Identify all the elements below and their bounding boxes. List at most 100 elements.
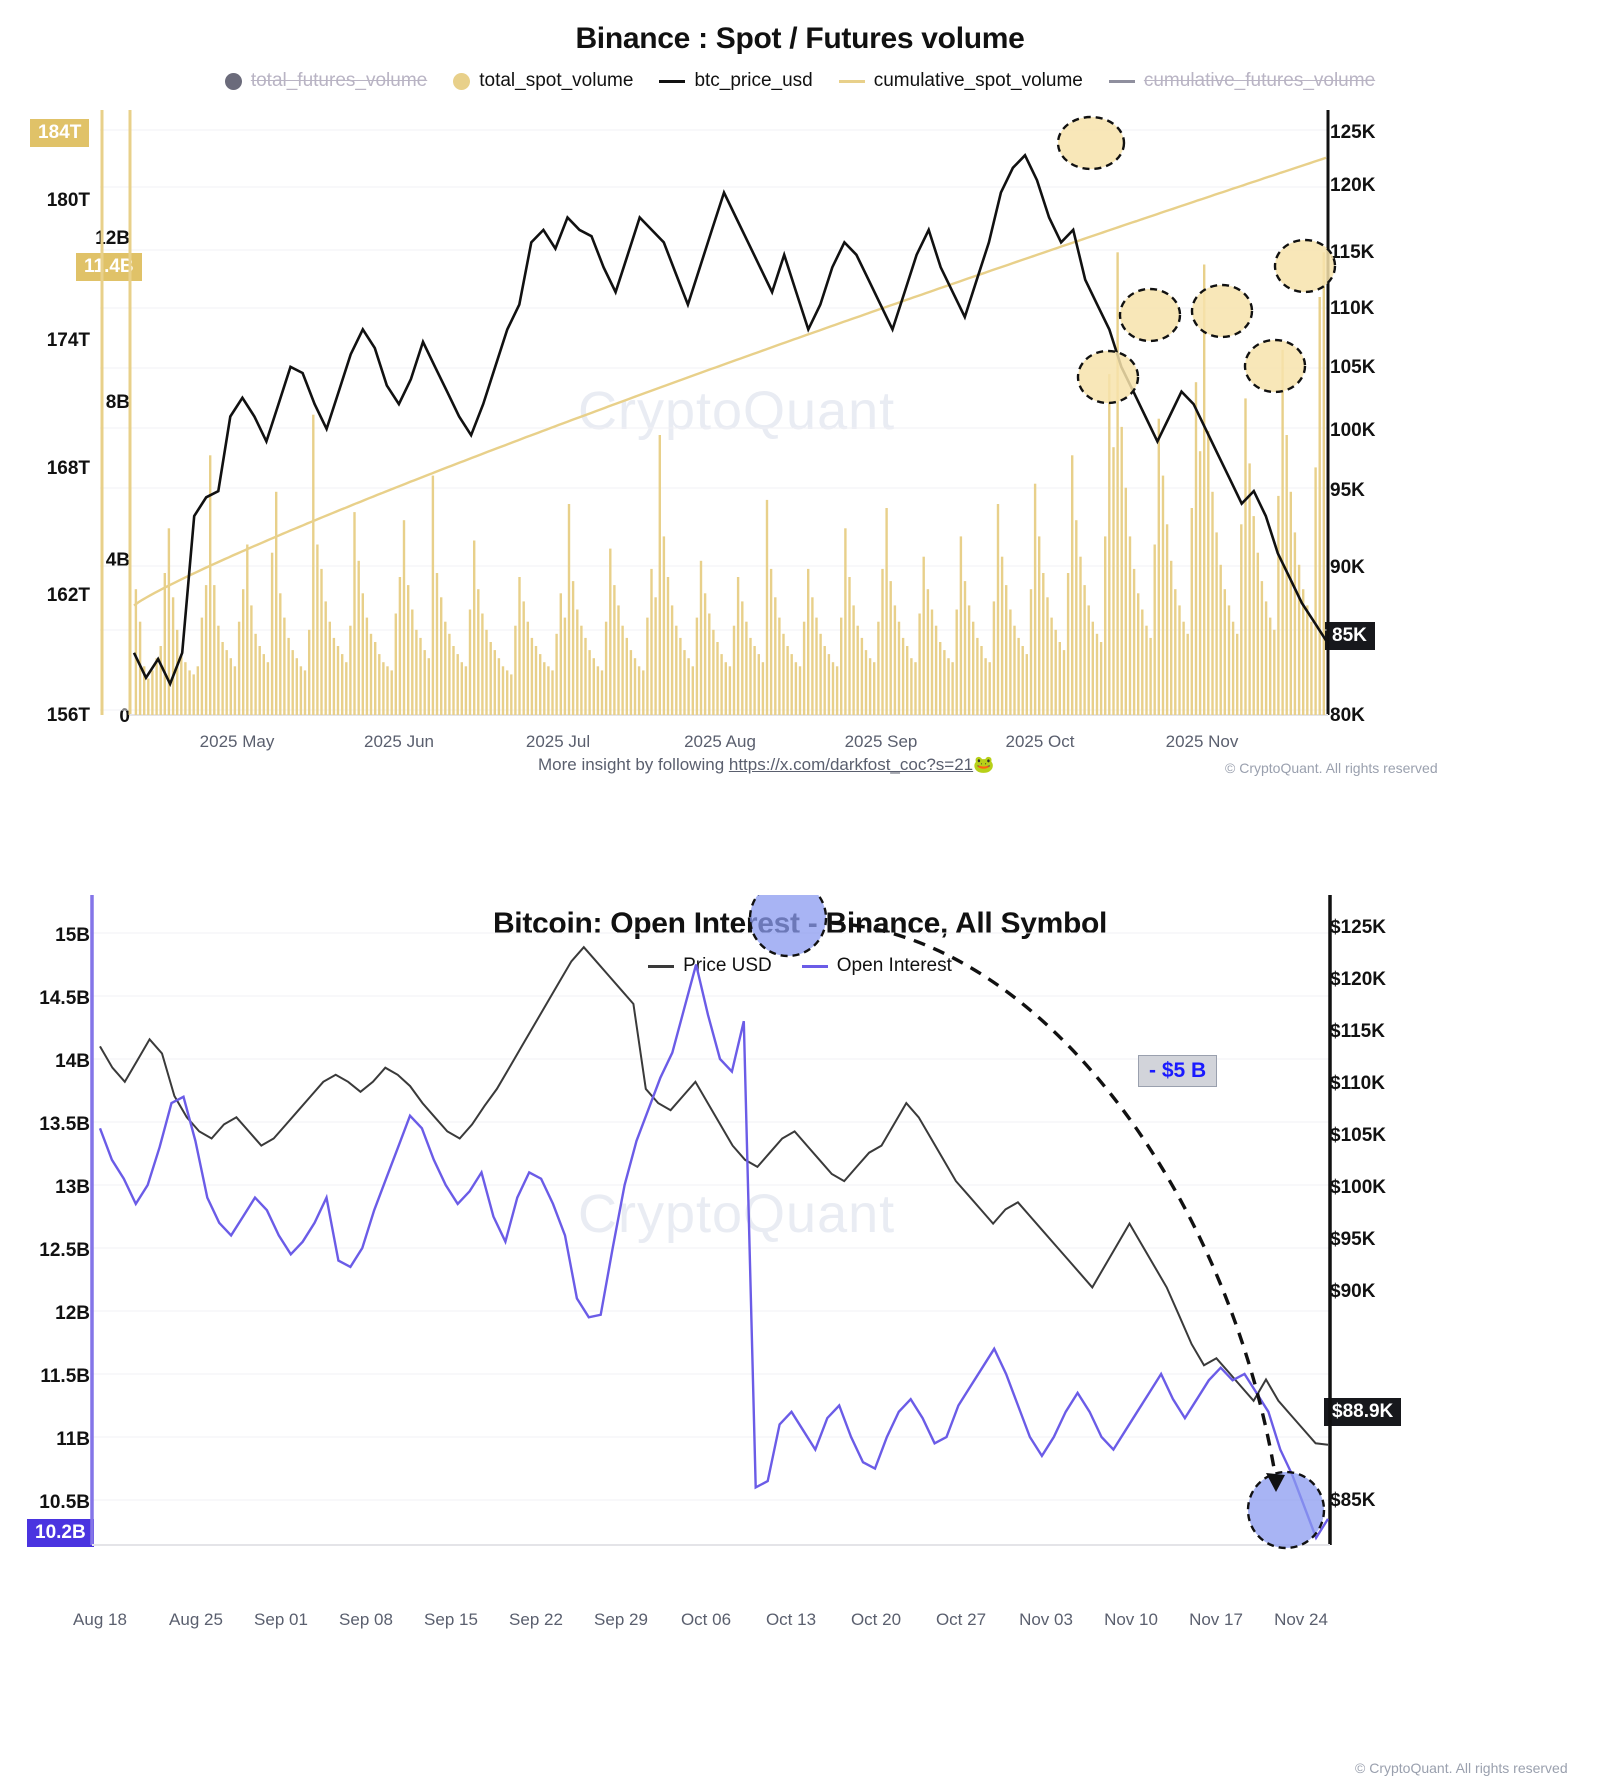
x-tick-2025-jun: 2025 Jun [364,732,434,751]
legend-item-btc-price-usd[interactable]: btc_price_usd [659,70,813,92]
volume-bar [980,646,983,715]
legend-item-cumulative-spot-volume[interactable]: cumulative_spot_volume [838,70,1083,92]
volume-bar [1099,642,1103,715]
volume-bar [242,589,245,715]
volume-bar [184,662,187,715]
legend-item-total-futures-volume[interactable]: total_futures_volume [224,70,428,92]
y-outer-tick-180T: 180T [46,190,90,211]
volume-bar [951,662,954,715]
volume-bar [1042,573,1045,715]
footer-link[interactable]: https://x.com/darkfost_coc?s=21 [728,755,974,774]
volume-bar [637,666,641,715]
volume-bar [679,637,682,715]
volume-bar [423,650,426,715]
volume-bar [1062,650,1066,715]
volume-bar [910,658,913,715]
volume-bar [1203,264,1206,715]
volume-bar [1104,536,1107,715]
volume-bar [1005,585,1008,715]
volume-bar [992,601,996,715]
volume-bar [246,544,249,715]
legend-label: total_futures_volume [250,70,428,91]
y-right-tick-90K: 90K [1330,557,1365,578]
volume-bar [984,658,987,715]
volume-bar [151,670,154,715]
volume-bar [1029,589,1033,715]
volume-bar [386,666,389,715]
volume-bar [530,637,534,715]
volume-bar [134,589,138,715]
oi-y-tick-10-5B: 10.5B [39,1492,90,1513]
volume-bar [683,650,686,715]
volume-bar [600,670,604,715]
volume-bar [225,650,228,715]
x-tick-2025-sep: 2025 Sep [844,732,918,751]
panel2-legend: Price USD Open Interest [0,955,1600,977]
volume-bar [419,637,422,715]
volume-bar [823,646,826,715]
oi-x-tick-oct-06: Oct 06 [680,1610,732,1629]
volume-bar [518,577,521,715]
oi-y-right-badge-88-9K: $88.9K [1324,1398,1402,1426]
legend-line-icon [659,79,686,83]
y-right-tick-100K: 100K [1330,420,1376,441]
volume-bar [464,666,468,715]
legend-dot-icon [224,72,242,90]
volume-bar [943,650,946,715]
legend-item-cumulative-futures-volume[interactable]: cumulative_futures_volume [1108,70,1375,92]
oi-y-tick-12-5B: 12.5B [39,1240,90,1261]
volume-bar [802,621,806,715]
volume-bar [336,646,340,715]
volume-bar [1186,633,1189,715]
volume-bar [873,662,876,715]
volume-bar [1211,491,1214,715]
y-right-tick-105K: 105K [1330,357,1376,378]
volume-bar [736,577,740,715]
frog-icon: 🐸 [973,755,995,774]
volume-bar [427,658,430,715]
volume-bar [959,536,963,715]
oi-x-tick-nov-24: Nov 24 [1274,1610,1328,1629]
volume-bar [287,637,290,715]
highlight-ellipse-2 [1076,349,1140,405]
volume-bar [835,666,839,715]
y-right-tick-115K: 115K [1330,242,1375,263]
volume-bar [609,548,612,715]
volume-bar [1108,374,1111,715]
legend-item-total-spot-volume[interactable]: total_spot_volume [453,70,633,92]
oi-y-tick-14-5B: 14.5B [39,988,90,1009]
volume-bar [357,560,360,715]
volume-bar [159,646,162,715]
volume-bar [918,613,921,715]
volume-bar [592,658,595,715]
volume-bar [1161,475,1165,715]
volume-bar [741,601,744,715]
volume-bar [435,573,439,715]
volume-bar [332,637,336,715]
volume-bar [963,581,967,715]
volume-bar [1277,495,1280,715]
volume-bar [275,491,278,715]
volume-bar [493,650,496,715]
volume-bar [893,605,897,715]
oi-y-right-tick-90K: $90K [1330,1281,1376,1302]
volume-bar [1137,593,1140,716]
volume-bar [1198,451,1202,715]
y-outer-tick-174T: 174T [46,330,90,351]
volume-bar [580,625,583,715]
y-right-tick-95K: 95K [1330,480,1365,501]
oi-y-right-tick-120K: $120K [1330,969,1386,990]
legend-item-price-usd[interactable]: Price USD [648,955,772,977]
legend-item-open-interest[interactable]: Open Interest [801,955,952,977]
oi-trough-highlight [1246,1470,1326,1550]
volume-bar [955,609,958,715]
volume-bar [650,568,653,715]
volume-bar [621,625,624,715]
volume-bar [1314,467,1317,715]
volume-bar [571,581,575,715]
volume-bar [324,601,327,715]
cumulative-spot-volume-line [133,156,1327,607]
volume-bar [934,625,938,715]
volume-bar [1285,435,1288,715]
volume-bar [670,605,674,715]
